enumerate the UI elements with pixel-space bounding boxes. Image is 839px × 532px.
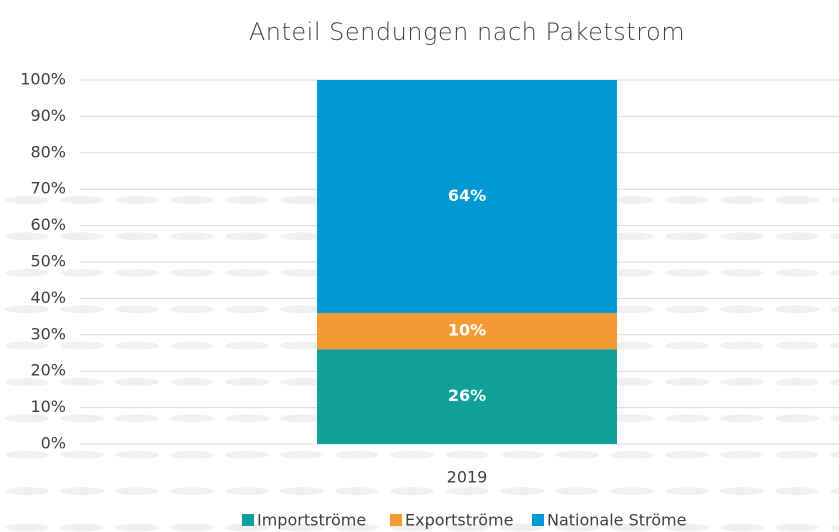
bar-segment <box>317 349 617 444</box>
legend-label: Importströme <box>257 511 366 530</box>
y-tick-label: 0% <box>41 434 66 453</box>
data-label: 26% <box>448 386 486 405</box>
bar-segment <box>317 80 617 313</box>
y-tick-label: 30% <box>30 324 66 343</box>
y-tick-label: 100% <box>20 70 66 89</box>
x-tick-label: 2019 <box>447 468 488 487</box>
bar-segment <box>317 312 617 350</box>
data-label: 64% <box>448 186 486 205</box>
y-tick-label: 70% <box>30 179 66 198</box>
legend-label: Exportströme <box>405 511 513 530</box>
y-tick-label: 40% <box>30 288 66 307</box>
y-tick-label: 60% <box>30 215 66 234</box>
data-label: 10% <box>448 321 486 340</box>
legend-swatch <box>532 514 544 526</box>
y-tick-label: 10% <box>30 397 66 416</box>
y-tick-label: 20% <box>30 361 66 380</box>
legend-swatch <box>390 514 402 526</box>
legend-swatch <box>242 514 254 526</box>
y-tick-label: 50% <box>30 252 66 271</box>
y-tick-label: 90% <box>30 106 66 125</box>
y-tick-label: 80% <box>30 142 66 161</box>
legend-label: Nationale Ströme <box>547 511 686 530</box>
chart-title: Anteil Sendungen nach Paketstrom <box>249 18 685 46</box>
